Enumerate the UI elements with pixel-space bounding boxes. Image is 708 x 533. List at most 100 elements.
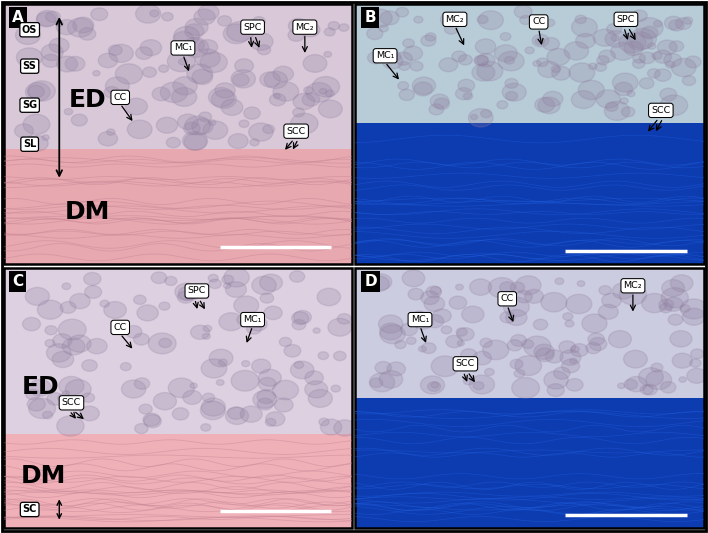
FancyBboxPatch shape [4,149,352,264]
Circle shape [670,330,692,347]
Circle shape [261,293,274,303]
Circle shape [57,56,78,72]
Circle shape [533,319,548,330]
Circle shape [252,276,276,295]
Circle shape [596,90,620,108]
Circle shape [221,99,243,116]
Circle shape [478,11,503,30]
Text: MC₂: MC₂ [445,15,464,24]
Circle shape [380,325,405,344]
Circle shape [50,38,69,53]
Circle shape [58,319,86,340]
Circle shape [520,15,532,25]
Circle shape [626,376,646,392]
Circle shape [224,268,249,287]
Circle shape [52,334,72,348]
Circle shape [469,375,495,394]
Circle shape [198,39,217,54]
Circle shape [42,135,50,140]
Circle shape [137,305,159,321]
Circle shape [412,77,435,94]
Circle shape [292,108,304,117]
Circle shape [370,378,383,387]
Circle shape [455,87,472,100]
Circle shape [301,22,320,37]
Circle shape [506,92,518,100]
Circle shape [456,284,463,290]
Circle shape [280,337,292,346]
Circle shape [576,34,595,48]
Circle shape [264,306,282,320]
Circle shape [555,278,564,285]
Circle shape [324,28,335,36]
Circle shape [125,98,147,115]
Text: MC₂: MC₂ [295,22,314,31]
Circle shape [313,328,320,333]
Circle shape [537,58,548,67]
Circle shape [45,11,60,22]
Circle shape [536,348,554,362]
Circle shape [215,83,235,98]
Circle shape [167,51,195,72]
Circle shape [515,276,541,295]
Circle shape [234,296,258,314]
Circle shape [619,33,646,53]
Circle shape [25,136,37,144]
Circle shape [515,290,532,303]
Circle shape [690,359,701,367]
Circle shape [664,16,683,30]
Circle shape [162,12,173,21]
Circle shape [597,55,609,65]
Circle shape [303,54,327,72]
Circle shape [456,328,467,336]
Circle shape [231,70,256,88]
Circle shape [666,61,675,68]
Circle shape [273,66,294,82]
Circle shape [489,278,515,298]
Text: ED: ED [69,88,106,112]
Circle shape [691,349,704,359]
Circle shape [192,118,213,134]
Circle shape [633,54,646,63]
Circle shape [308,390,332,407]
FancyBboxPatch shape [355,398,704,528]
Circle shape [683,76,696,85]
Circle shape [426,286,442,297]
Circle shape [430,287,441,295]
FancyBboxPatch shape [4,434,352,528]
Circle shape [135,47,152,59]
Text: MC₁: MC₁ [376,51,394,60]
Circle shape [217,379,224,385]
Circle shape [433,309,451,322]
Text: SPC: SPC [617,15,635,24]
Circle shape [312,77,340,97]
Circle shape [503,297,530,317]
Circle shape [25,83,50,101]
Circle shape [82,393,95,402]
Circle shape [395,52,412,65]
Circle shape [602,293,621,308]
Circle shape [107,129,115,135]
Circle shape [462,306,484,323]
Circle shape [615,82,633,96]
Circle shape [402,270,425,287]
Circle shape [186,290,199,300]
Circle shape [538,61,560,78]
Circle shape [208,274,218,282]
Circle shape [660,303,672,313]
Circle shape [661,288,688,308]
Circle shape [477,15,488,23]
Circle shape [28,81,55,101]
Circle shape [612,73,638,92]
Circle shape [45,340,55,347]
Circle shape [554,367,570,379]
Circle shape [473,382,484,390]
Circle shape [304,381,328,398]
Circle shape [532,34,549,47]
Circle shape [611,42,635,60]
Circle shape [497,101,508,109]
Circle shape [685,56,701,68]
Text: SCC: SCC [287,127,306,136]
Circle shape [668,314,683,325]
Circle shape [86,338,107,354]
